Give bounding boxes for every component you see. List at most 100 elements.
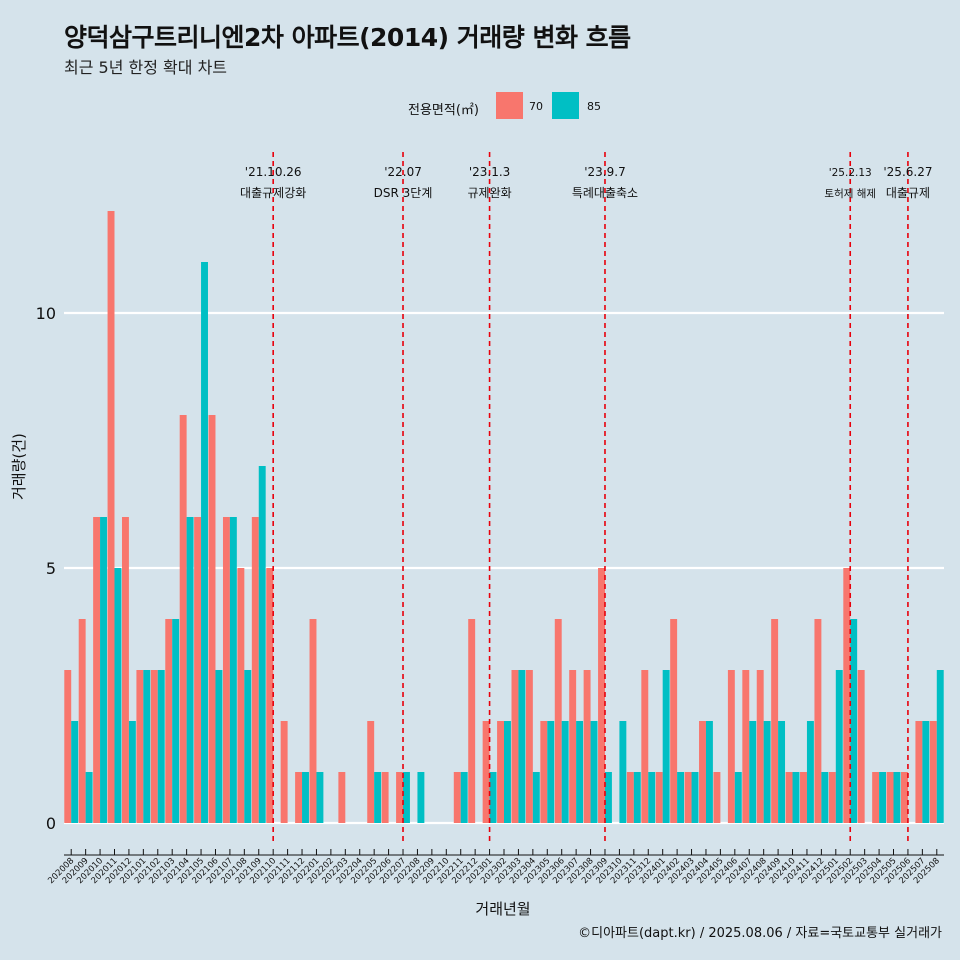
legend-label-85: 85 [587,100,601,113]
bar-85-202411 [806,721,814,823]
bar-70-202507 [915,721,923,823]
chart-subtitle: 최근 5년 한정 확대 차트 [64,58,228,77]
bar-70-202307 [569,670,577,823]
bar-85-202404 [705,721,713,823]
bar-70-202501 [828,772,836,823]
bar-85-202508 [936,670,944,823]
bar-70-202405 [713,772,721,823]
bar-85-202305 [547,721,555,823]
bar-70-202212 [468,619,476,823]
bar-85-202302 [504,721,511,823]
bar-70-202206 [381,772,389,823]
bar-85-202409 [778,721,786,823]
event-name-label: 대출규제강화 [240,186,306,200]
bar-85-202109 [258,466,266,823]
bar-85-202504 [879,772,887,823]
bar-85-202402 [677,772,685,823]
event-name-label: 대출규제 [886,186,930,200]
bar-85-202201 [316,772,324,823]
bar-70-202304 [525,670,533,823]
bar-70-202312 [641,670,649,823]
legend-swatch-85 [552,92,579,119]
event-name-label: 특례대출축소 [572,186,638,200]
event-date-label: '23.9.7 [584,165,625,179]
bar-85-202208 [417,772,425,823]
bar-70-202101 [136,670,144,823]
bar-70-202504 [872,772,880,823]
bar-70-202205 [367,721,375,823]
bar-70-202203 [338,772,346,823]
bar-70-202409 [771,619,779,823]
bar-70-202102 [150,670,158,823]
bar-85-202401 [662,670,670,823]
y-tick-label: 10 [36,304,56,323]
bar-85-202205 [374,772,382,823]
bar-85-202307 [576,721,584,823]
bar-85-202112 [302,772,309,823]
bar-70-202411 [800,772,807,823]
bar-70-202010 [93,517,101,823]
chart-title: 양덕삼구트리니엔2차 아파트(2014) 거래량 변화 흐름 [64,23,631,52]
bar-70-202107 [222,517,230,823]
y-tick-label: 0 [46,814,56,833]
legend-title: 전용면적(㎡) [408,103,479,118]
bar-85-202310 [619,721,627,823]
bar-85-202211 [460,772,468,823]
bar-70-202403 [684,772,692,823]
bar-70-202109 [251,517,259,823]
bar-70-202505 [886,772,894,823]
bar-70-202012 [121,517,129,823]
bar-70-202404 [699,721,706,823]
bar-70-202105 [194,517,202,823]
bar-70-202308 [583,670,591,823]
bar-85-202009 [85,772,93,823]
bar-85-202507 [922,721,930,823]
bar-85-202311 [633,772,641,823]
bar-70-202108 [237,568,245,823]
bar-70-202305 [540,721,548,823]
y-axis-label: 거래량(건) [10,433,28,500]
bar-85-202407 [749,721,757,823]
bar-85-202306 [561,721,569,823]
bar-70-202201 [309,619,317,823]
bar-85-202010 [100,517,107,823]
bar-85-202012 [128,721,136,823]
bar-85-202501 [835,670,843,823]
bar-70-202311 [626,772,634,823]
bar-70-202408 [756,670,764,823]
bar-70-202008 [64,670,72,823]
bar-70-202401 [655,772,663,823]
bar-85-202408 [763,721,771,823]
bar-85-202106 [215,670,223,823]
event-date-label: '21.10.26 [245,165,302,179]
legend-swatch-70 [496,92,523,119]
legend-label-70: 70 [529,100,543,113]
bar-85-202308 [590,721,598,823]
bar-70-202412 [814,619,822,823]
bar-70-202302 [497,721,504,823]
bar-70-202306 [554,619,562,823]
bar-85-202406 [734,772,742,823]
bar-85-202309 [604,772,612,823]
bar-70-202406 [727,670,735,823]
bar-70-202407 [742,670,750,823]
bar-85-202505 [893,772,901,823]
event-name-label: DSR 3단계 [374,186,433,200]
bar-85-202103 [172,619,180,823]
bar-70-202502 [843,568,851,823]
bar-70-202207 [396,772,404,823]
bar-85-202104 [186,517,194,823]
bar-85-202207 [403,772,410,823]
bar-85-202303 [518,670,526,823]
bar-70-202009 [78,619,86,823]
legend: 전용면적(㎡) 70 85 [0,92,960,122]
bar-85-202108 [244,670,252,823]
y-tick-label: 5 [46,559,56,578]
bar-70-202410 [785,772,793,823]
event-name-label: 토허제 해제 [824,187,876,200]
bar-70-202508 [929,721,937,823]
bar-85-202102 [157,670,165,823]
bar-85-202312 [648,772,656,823]
bar-70-202111 [280,721,288,823]
